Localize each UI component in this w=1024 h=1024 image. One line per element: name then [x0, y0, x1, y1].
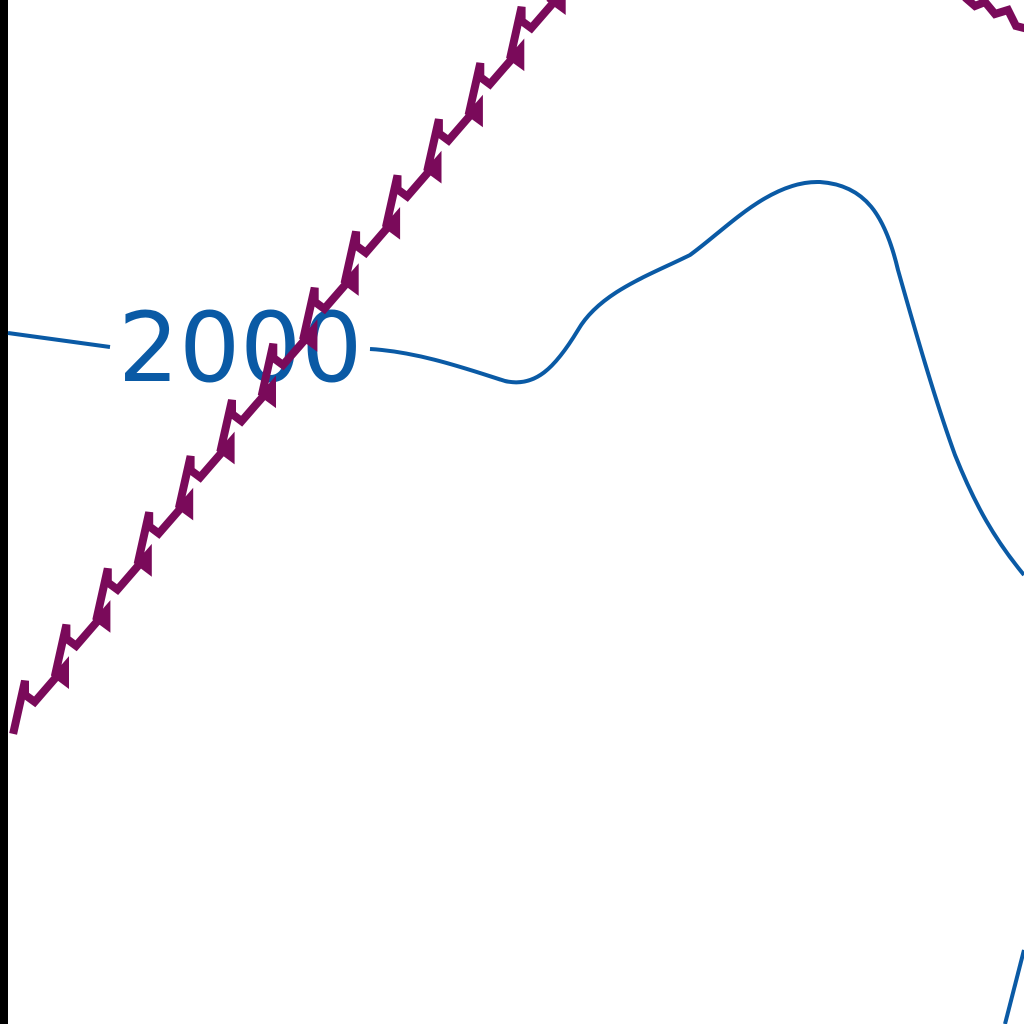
- administrative-boundary-line: [9, 0, 566, 735]
- administrative-boundary-line-corner: [962, 0, 1024, 33]
- map-frame-left-border: [0, 0, 8, 1024]
- contour-line-2000-main-segment: [369, 179, 1024, 577]
- contour-line-bottom-segment: [1003, 949, 1024, 1024]
- contour-line-2000-left-segment: [7, 331, 111, 349]
